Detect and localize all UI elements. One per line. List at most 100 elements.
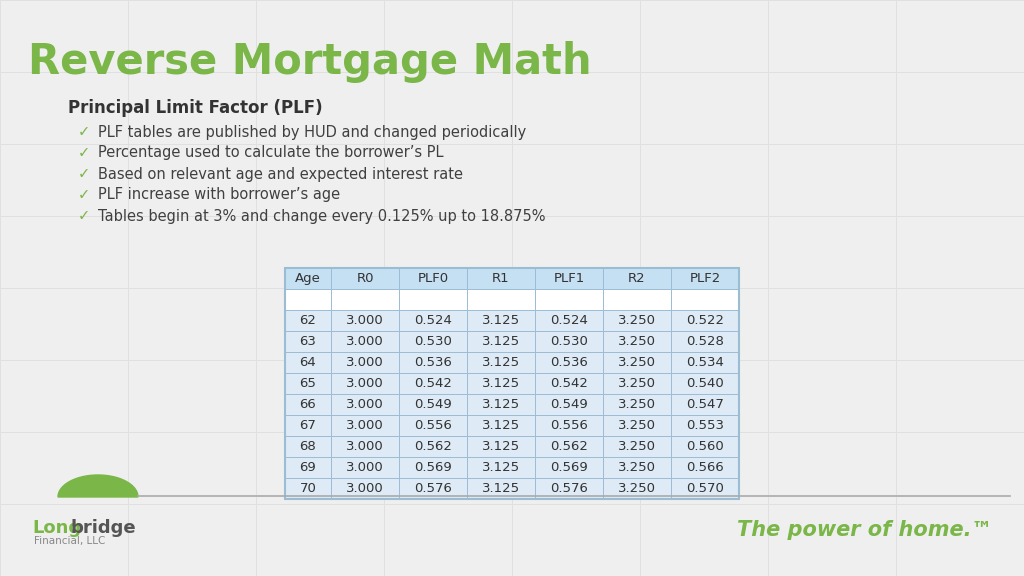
Text: ✓: ✓ <box>78 166 90 181</box>
Polygon shape <box>58 475 138 497</box>
Text: ✓: ✓ <box>78 146 90 161</box>
Bar <box>535 457 603 478</box>
Text: 3.125: 3.125 <box>482 440 520 453</box>
Bar <box>603 352 671 373</box>
Text: 0.556: 0.556 <box>550 419 588 432</box>
Bar <box>671 289 739 310</box>
Text: bridge: bridge <box>70 519 135 537</box>
Bar <box>467 457 535 478</box>
Bar <box>285 289 331 310</box>
Bar <box>399 373 467 394</box>
Bar <box>467 478 535 499</box>
Text: 0.549: 0.549 <box>414 398 452 411</box>
Text: 0.542: 0.542 <box>550 377 588 390</box>
Text: 0.556: 0.556 <box>414 419 452 432</box>
Bar <box>285 352 331 373</box>
Bar <box>285 394 331 415</box>
Text: 3.250: 3.250 <box>618 356 656 369</box>
Text: R1: R1 <box>493 272 510 285</box>
Bar <box>535 394 603 415</box>
Bar <box>671 415 739 436</box>
Bar <box>467 415 535 436</box>
Bar <box>603 415 671 436</box>
Text: 0.534: 0.534 <box>686 356 724 369</box>
Text: 0.540: 0.540 <box>686 377 724 390</box>
Bar <box>671 352 739 373</box>
Text: 3.000: 3.000 <box>346 482 384 495</box>
Text: Reverse Mortgage Math: Reverse Mortgage Math <box>28 41 592 83</box>
Bar <box>399 268 467 289</box>
Bar <box>331 373 399 394</box>
Bar <box>285 268 331 289</box>
Text: Age: Age <box>295 272 321 285</box>
Bar <box>399 394 467 415</box>
Bar <box>285 331 331 352</box>
Bar <box>285 268 739 499</box>
Text: 3.125: 3.125 <box>482 314 520 327</box>
Bar <box>285 310 331 331</box>
Text: 0.549: 0.549 <box>550 398 588 411</box>
Bar <box>467 268 535 289</box>
Text: 3.125: 3.125 <box>482 335 520 348</box>
Bar <box>399 331 467 352</box>
Bar <box>399 310 467 331</box>
Bar <box>331 394 399 415</box>
Text: R0: R0 <box>356 272 374 285</box>
Text: 0.562: 0.562 <box>550 440 588 453</box>
Text: 0.530: 0.530 <box>550 335 588 348</box>
Bar <box>671 331 739 352</box>
Text: 3.250: 3.250 <box>618 440 656 453</box>
Text: 0.547: 0.547 <box>686 398 724 411</box>
Text: 3.000: 3.000 <box>346 356 384 369</box>
Bar <box>467 394 535 415</box>
Bar <box>535 331 603 352</box>
Text: 0.576: 0.576 <box>550 482 588 495</box>
Text: 3.125: 3.125 <box>482 356 520 369</box>
Text: PLF2: PLF2 <box>689 272 721 285</box>
Text: 0.524: 0.524 <box>550 314 588 327</box>
Text: 66: 66 <box>300 398 316 411</box>
Bar <box>285 457 331 478</box>
Text: 3.125: 3.125 <box>482 482 520 495</box>
Text: 3.000: 3.000 <box>346 398 384 411</box>
Bar <box>535 436 603 457</box>
Text: Long: Long <box>32 519 81 537</box>
Bar <box>535 478 603 499</box>
Text: 3.250: 3.250 <box>618 419 656 432</box>
Text: 0.576: 0.576 <box>414 482 452 495</box>
Text: 0.562: 0.562 <box>414 440 452 453</box>
Bar <box>535 415 603 436</box>
Bar <box>467 373 535 394</box>
Bar <box>331 478 399 499</box>
Bar <box>671 436 739 457</box>
Bar <box>671 478 739 499</box>
Text: 63: 63 <box>300 335 316 348</box>
Text: PLF increase with borrower’s age: PLF increase with borrower’s age <box>98 188 340 203</box>
Text: 3.250: 3.250 <box>618 377 656 390</box>
Bar <box>671 373 739 394</box>
Bar <box>285 415 331 436</box>
Text: 0.569: 0.569 <box>550 461 588 474</box>
Text: 3.000: 3.000 <box>346 377 384 390</box>
Text: PLF1: PLF1 <box>553 272 585 285</box>
Bar <box>331 289 399 310</box>
Bar <box>467 331 535 352</box>
Text: 3.000: 3.000 <box>346 461 384 474</box>
Text: Percentage used to calculate the borrower’s PL: Percentage used to calculate the borrowe… <box>98 146 443 161</box>
Text: 3.000: 3.000 <box>346 440 384 453</box>
Bar <box>331 331 399 352</box>
Text: 3.125: 3.125 <box>482 377 520 390</box>
Text: 3.250: 3.250 <box>618 335 656 348</box>
Bar <box>285 436 331 457</box>
Text: Based on relevant age and expected interest rate: Based on relevant age and expected inter… <box>98 166 463 181</box>
Bar <box>603 289 671 310</box>
Bar <box>603 331 671 352</box>
Text: 0.530: 0.530 <box>414 335 452 348</box>
Text: 65: 65 <box>300 377 316 390</box>
Text: 0.524: 0.524 <box>414 314 452 327</box>
Text: Principal Limit Factor (PLF): Principal Limit Factor (PLF) <box>68 99 323 117</box>
Text: 69: 69 <box>300 461 316 474</box>
Text: 64: 64 <box>300 356 316 369</box>
Text: 0.570: 0.570 <box>686 482 724 495</box>
Text: 0.542: 0.542 <box>414 377 452 390</box>
